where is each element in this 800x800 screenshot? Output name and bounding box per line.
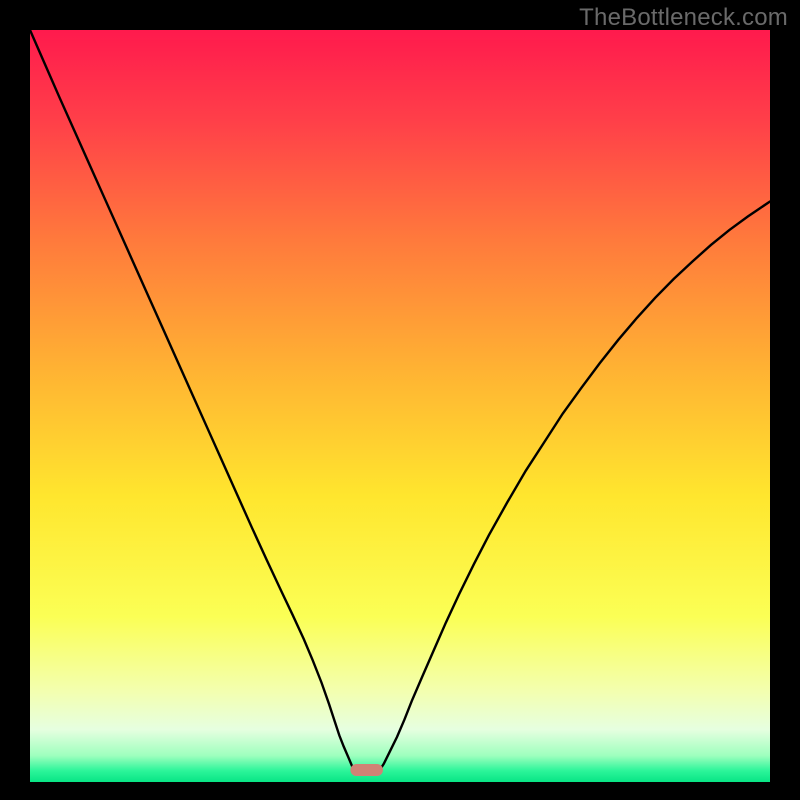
chart-stage: TheBottleneck.com <box>0 0 800 800</box>
plot-background <box>30 30 770 782</box>
bottleneck-chart <box>0 0 800 800</box>
min-marker <box>350 764 383 776</box>
